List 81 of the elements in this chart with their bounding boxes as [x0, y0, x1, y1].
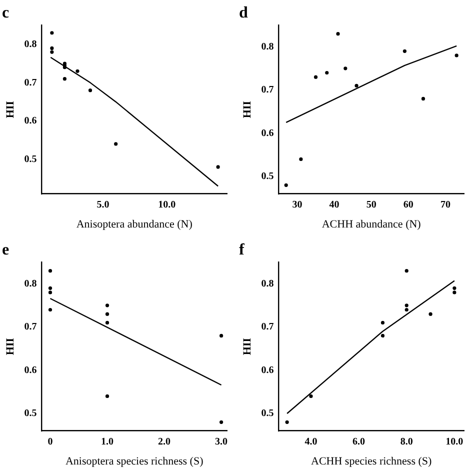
x-tick-label: 1.0 [101, 436, 114, 448]
point [452, 290, 456, 294]
point [336, 32, 340, 36]
point [309, 394, 313, 398]
x-tick-label: 5.0 [96, 199, 110, 210]
x-tick-label: 60 [403, 199, 414, 210]
point [48, 269, 52, 273]
point [404, 269, 408, 273]
point [50, 31, 54, 35]
point [380, 334, 385, 338]
y-tick-label: 0.8 [24, 38, 37, 50]
point [50, 50, 54, 54]
point [314, 75, 318, 79]
y-tick-label: 0.8 [261, 278, 274, 290]
point [404, 308, 408, 312]
point [344, 66, 348, 70]
point [354, 84, 358, 88]
x-tick-label: 2.0 [158, 436, 171, 448]
x-tick-label: 70 [440, 199, 450, 210]
point [216, 165, 220, 169]
y-tick-label: 0.5 [24, 154, 37, 165]
point [105, 312, 110, 316]
chart-title: d [239, 4, 248, 22]
point [284, 183, 288, 187]
y-tick-label: 0.6 [261, 364, 274, 376]
point [105, 304, 110, 308]
point [452, 286, 456, 290]
chart-title: e [2, 242, 10, 259]
point [454, 54, 458, 58]
x-axis-title: Anisoptera abundance (N) [76, 218, 193, 230]
chart-title: f [239, 242, 245, 259]
x-tick-label: 8.0 [400, 436, 413, 448]
y-tick-label: 0.8 [261, 41, 274, 52]
x-axis-title: Anisoptera species richness (S) [65, 455, 204, 468]
point [48, 290, 52, 294]
x-tick-label: 6.0 [352, 436, 366, 448]
point [220, 334, 224, 338]
point [402, 49, 407, 53]
point [428, 312, 432, 316]
point [114, 142, 118, 146]
y-tick-label: 0.6 [24, 364, 37, 376]
x-axis-title: ACHH abundance (N) [322, 218, 422, 230]
y-axis-title: HII [241, 338, 254, 356]
y-tick-label: 0.6 [261, 128, 274, 139]
y-axis-title: HII [241, 100, 254, 118]
point [88, 88, 92, 92]
x-tick-label: 0 [48, 436, 53, 448]
y-tick-label: 0.7 [24, 77, 37, 88]
point [76, 69, 80, 73]
x-tick-label: 4.0 [304, 436, 318, 448]
point [285, 420, 289, 424]
point [48, 286, 52, 290]
x-tick-label: 10.0 [446, 436, 464, 448]
point [299, 157, 303, 162]
x-tick-label: 10.0 [158, 199, 176, 210]
y-tick-label: 0.5 [24, 408, 37, 420]
point [325, 70, 329, 75]
y-axis-title: HII [4, 338, 16, 356]
point [105, 394, 110, 398]
y-tick-label: 0.8 [24, 278, 37, 290]
point [48, 308, 52, 312]
point [380, 320, 385, 325]
point [105, 320, 110, 325]
x-tick-label: 3.0 [215, 436, 228, 448]
y-axis-title: HII [4, 100, 16, 118]
x-tick-label: 50 [366, 199, 376, 210]
y-tick-label: 0.7 [261, 322, 274, 333]
y-tick-label: 0.5 [261, 408, 274, 420]
point [220, 420, 224, 424]
x-tick-label: 30 [292, 199, 302, 210]
point [421, 96, 426, 100]
point [404, 304, 408, 308]
x-axis-title: ACHH species richness (S) [311, 455, 432, 468]
y-tick-label: 0.5 [261, 171, 274, 182]
y-tick-label: 0.7 [261, 84, 274, 96]
point [62, 77, 67, 81]
x-tick-label: 40 [329, 199, 340, 210]
y-tick-label: 0.6 [24, 116, 37, 127]
y-tick-label: 0.7 [24, 322, 37, 333]
chart-title: c [2, 4, 10, 22]
point [50, 46, 54, 50]
